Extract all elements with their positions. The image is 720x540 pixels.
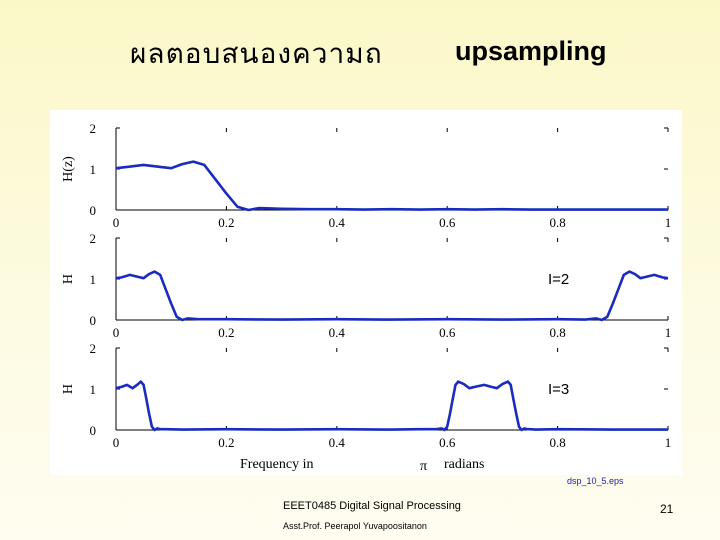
x-tick-label: 0.2 [218,435,234,450]
y-tick-label: 0 [90,313,97,328]
pi-symbol: π [420,459,427,474]
subplot-2: 0 0.2 0.4 0.6 0.8 1 0 1 2 H I=2 [61,231,671,340]
y-tick-label: 1 [90,382,97,397]
page-number: 21 [660,502,674,516]
x-tick-label: 0.4 [329,325,346,340]
footer-course: EEET0485 Digital Signal Processing [283,500,461,512]
interpolation-factor-label: I=3 [548,381,569,398]
series-line [115,270,669,322]
slide-title-upsampling: upsampling [455,36,607,66]
x-tick-label: 0.4 [329,215,346,230]
x-tick-label: 0.6 [439,325,456,340]
x-tick-label: 0.6 [439,215,456,230]
x-tick-label: 0 [113,325,120,340]
x-tick-label: 1 [665,325,672,340]
subplot-1: 0 0.2 0.4 0.6 0.8 1 0 1 2 H(z) [61,121,671,230]
x-axis-label-radians: radians [444,457,484,472]
footer-author: Asst.Prof. Peerapol Yuvapoositanon [283,521,427,531]
x-tick-label: 0.8 [549,435,565,450]
source-filename: dsp_10_5.eps [567,476,624,486]
y-axis-label: H [61,274,76,284]
y-tick-label: 2 [90,121,97,136]
y-tick-label: 2 [90,341,97,356]
series-line [115,380,668,432]
x-tick-label: 0.6 [439,435,456,450]
x-tick-label: 0.8 [549,325,565,340]
y-tick-label: 0 [90,423,97,438]
y-tick-label: 0 [90,203,97,218]
x-axis-label: Frequency in [240,457,313,472]
interpolation-factor-label: I=2 [548,271,569,288]
y-axis-label: H(z) [61,156,76,182]
frequency-response-figure: 0 0.2 0.4 0.6 0.8 1 0 1 2 H(z) 0 0.2 0.4 0.6 0.8 1 0 1 2 H I… [50,110,682,475]
y-tick-label: 1 [90,272,97,287]
x-tick-label: 0.8 [549,215,565,230]
x-tick-label: 0.4 [329,435,346,450]
y-tick-label: 2 [90,231,97,246]
series-line [115,160,668,212]
plot-canvas: 0 0.2 0.4 0.6 0.8 1 0 1 2 H(z) 0 0.2 0.4 0.6 0.8 1 0 1 2 H I… [61,121,671,474]
y-axis-label: H [61,384,76,394]
y-tick-label: 1 [90,162,97,177]
slide-title-thai: ผลตอบสนองความถ [130,37,383,70]
x-tick-label: 0 [113,435,120,450]
x-tick-label: 0 [113,215,120,230]
x-tick-label: 0.2 [218,325,234,340]
subplot-3: 0 0.2 0.4 0.6 0.8 1 0 1 2 H I=3 [61,341,671,450]
x-tick-label: 1 [665,215,672,230]
x-tick-label: 0.2 [218,215,234,230]
x-tick-label: 1 [665,435,672,450]
